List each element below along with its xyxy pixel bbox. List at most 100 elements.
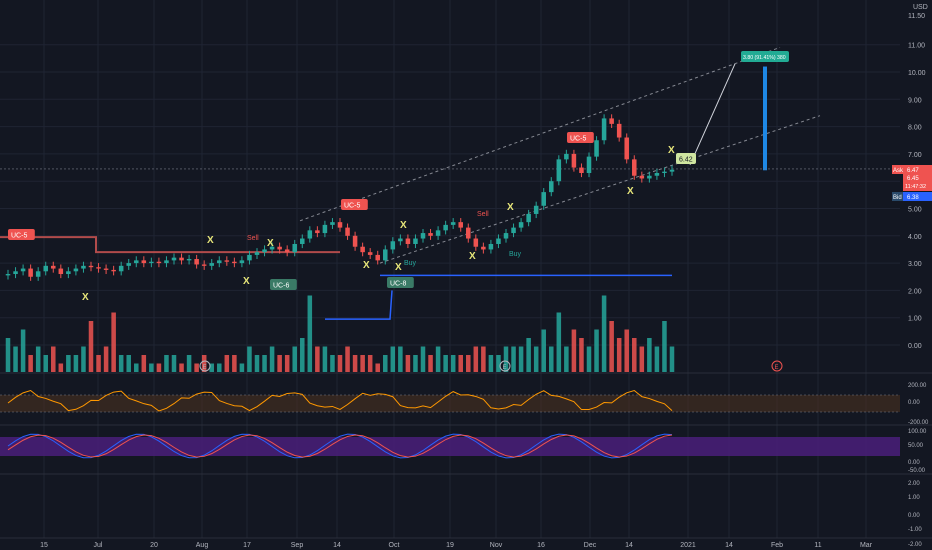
cci-tick: 200.00 <box>908 383 927 389</box>
candle-body <box>96 267 101 269</box>
price-tick: 9.00 <box>908 97 922 104</box>
candle-body <box>284 249 290 253</box>
target-label-bg <box>741 51 789 62</box>
candlestick-series[interactable] <box>5 114 675 281</box>
stoch-tick: 100.00 <box>908 429 927 435</box>
x-marker: X <box>243 276 250 287</box>
volume-bar <box>13 346 18 372</box>
ask-badge-bg <box>892 165 903 174</box>
candle-body <box>171 257 177 261</box>
uc-label-bg <box>387 277 414 288</box>
candle-body <box>254 252 260 255</box>
stoch-tick: 50.00 <box>908 443 924 449</box>
volume-bar <box>232 355 237 372</box>
x-marker: X <box>267 238 274 249</box>
currency-label: USD <box>913 4 928 11</box>
time-axis[interactable]: 15 Jul 20 Aug 17 Sep 14 Oct 19 Nov 16 Dec 14 2021 14 Fe… <box>0 537 932 549</box>
volume-bar <box>556 312 562 372</box>
volume-bar <box>458 355 463 372</box>
price-tick: 5.00 <box>908 207 922 214</box>
uc-label: UC-5 <box>344 203 360 210</box>
volume-bar <box>594 329 599 372</box>
volume-bar <box>81 346 86 372</box>
time-tick: Feb <box>771 542 783 549</box>
channel-lower <box>379 115 821 264</box>
x-marker: X <box>507 202 514 213</box>
volume-bar <box>269 346 275 372</box>
candle-body <box>126 263 131 266</box>
bid-value-bg <box>903 192 932 201</box>
stoch-d-line <box>7 434 673 458</box>
sell-label: Sell <box>247 235 259 242</box>
projection-arrow <box>689 63 736 166</box>
stoch-tick: 0.00 <box>908 460 920 466</box>
candle-body <box>194 259 199 265</box>
time-tick: Oct <box>389 542 400 549</box>
price-tick: 4.00 <box>908 234 922 241</box>
volume-bar <box>111 312 116 372</box>
volume-bar <box>647 338 652 372</box>
time-tick: 15 <box>40 542 48 549</box>
uc-label-bg <box>567 132 594 143</box>
volume-bar <box>300 338 305 372</box>
candle-body <box>405 238 411 244</box>
candle-body <box>149 261 154 264</box>
uc-label: UC-5 <box>11 233 27 240</box>
candle-body <box>481 246 486 250</box>
candle-body <box>322 224 328 234</box>
extra-tick: 2.00 <box>908 481 920 487</box>
time-tick: Aug <box>196 542 209 549</box>
time-tick: Dec <box>584 542 597 549</box>
candle-body <box>420 233 426 239</box>
cci-indicator <box>0 389 900 413</box>
uc-label: UC-6 <box>273 283 289 290</box>
x-marker: X <box>668 145 675 156</box>
candle-body <box>156 261 162 264</box>
volume-bar <box>420 346 426 372</box>
uc-label-bg <box>341 199 368 210</box>
time-tick: Nov <box>490 542 503 549</box>
volume-bar <box>579 338 584 372</box>
current-price-label: 6.42 <box>679 157 693 164</box>
volume-bar <box>315 346 320 372</box>
candle-body <box>360 246 365 253</box>
volume-bar <box>526 338 531 372</box>
candle-body <box>217 260 222 264</box>
bid-label: Bid <box>893 195 902 201</box>
time-tick: 11 <box>814 542 821 549</box>
candle-body <box>73 268 79 272</box>
volume-bar <box>639 346 645 372</box>
time-tick: 16 <box>537 542 545 549</box>
candle-body <box>632 159 637 176</box>
countdown: 11:47:32 <box>905 184 926 190</box>
candle-body <box>134 260 139 264</box>
candle-body <box>647 175 652 179</box>
bid-value: 6.38 <box>907 195 919 201</box>
candle-body <box>413 238 418 244</box>
volume-bar <box>367 355 373 372</box>
volume-bar <box>284 355 290 372</box>
volume-bar <box>571 329 577 372</box>
volume-bar <box>518 346 524 372</box>
volume-bar <box>217 363 222 372</box>
candle-body <box>51 265 56 269</box>
sell-label: Sell <box>477 211 489 218</box>
extra-tick: 0.00 <box>908 513 920 519</box>
volume-bar <box>171 355 177 372</box>
extra-tick: -2.00 <box>908 542 922 548</box>
volume-bar <box>66 355 71 372</box>
volume-bar <box>616 338 622 372</box>
price-axis[interactable]: USD11.5011.0010.009.008.007.006.005.004.… <box>892 4 932 548</box>
price-tick: 7.00 <box>908 152 922 159</box>
volume-bar <box>149 363 154 372</box>
candle-body <box>466 227 471 239</box>
volume-bar <box>126 355 131 372</box>
x-marker: X <box>207 235 214 246</box>
candle-body <box>533 205 539 214</box>
volume-bar <box>443 355 448 372</box>
time-tick: 19 <box>446 542 454 549</box>
volume-bar <box>209 363 214 372</box>
price-tick: 2.00 <box>908 288 922 295</box>
x-marker: X <box>363 260 370 271</box>
